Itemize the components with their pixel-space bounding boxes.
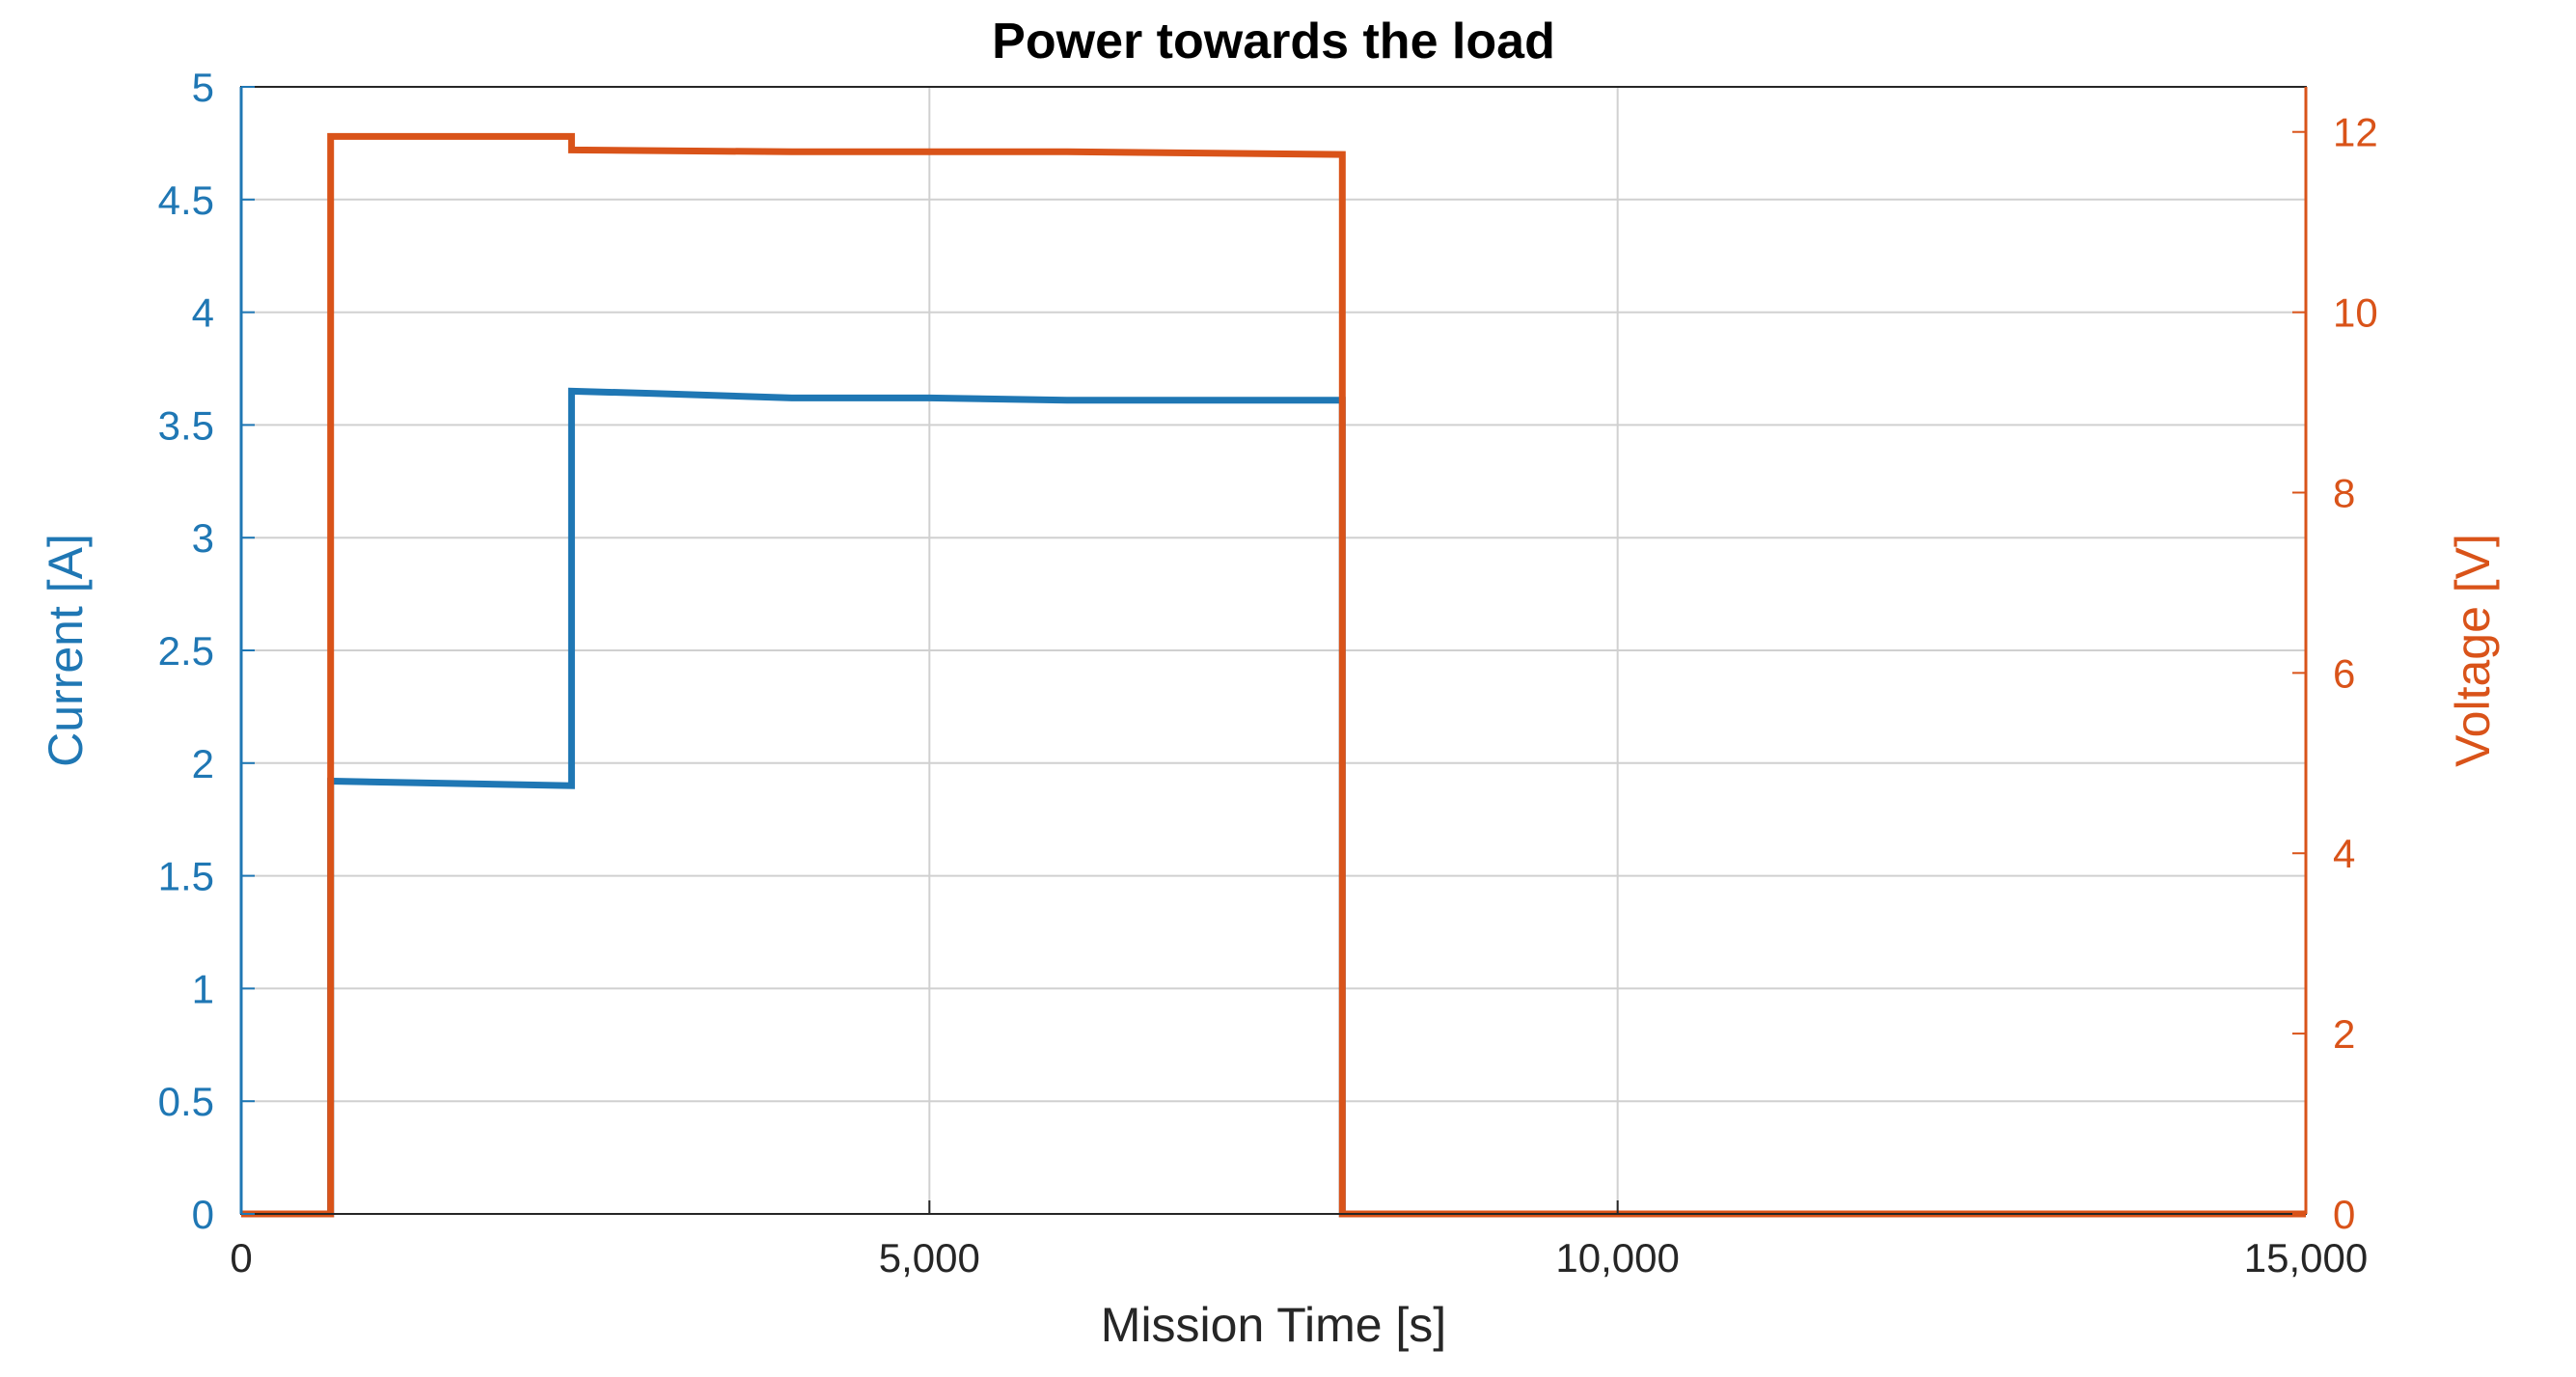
- y-left-tick-label: 4.5: [158, 178, 214, 223]
- y-right-tick-label: 4: [2333, 831, 2355, 876]
- y-axis-right-label: Voltage [V]: [2446, 534, 2500, 767]
- series-line-voltage: [241, 132, 2306, 1218]
- y-left-tick-label: 0: [192, 1192, 214, 1237]
- x-axis: 0 5,000 10,000 15,000: [230, 1200, 2368, 1281]
- y-left-tick-label: 1: [192, 966, 214, 1011]
- y-right-tick-label: 6: [2333, 650, 2355, 696]
- y-axis-left: 0 0.5 1 1.5 2 2.5 3 3.5 4 4.5 5: [158, 65, 255, 1237]
- x-axis-label: Mission Time [s]: [1101, 1298, 1446, 1352]
- y-left-tick-label: 2.5: [158, 628, 214, 674]
- grid-lines: [241, 87, 2306, 1214]
- y-axis-left-label: Current [A]: [39, 534, 93, 767]
- x-tick-label: 0: [230, 1235, 252, 1281]
- x-tick-label: 15,000: [2244, 1235, 2368, 1281]
- y-right-tick-label: 8: [2333, 470, 2355, 515]
- y-right-tick-label: 2: [2333, 1011, 2355, 1057]
- y-left-tick-label: 3: [192, 515, 214, 561]
- y-left-tick-label: 0.5: [158, 1079, 214, 1124]
- y-left-tick-label: 1.5: [158, 854, 214, 899]
- y-left-tick-label: 2: [192, 741, 214, 786]
- y-right-tick-label: 10: [2333, 290, 2378, 336]
- y-left-tick-label: 3.5: [158, 402, 214, 448]
- y-axis-right: 0 2 4 6 8 10 12: [2292, 87, 2378, 1237]
- y-left-tick-label: 5: [192, 65, 214, 110]
- x-tick-label: 5,000: [879, 1235, 980, 1281]
- series-layer: [241, 132, 2306, 1218]
- y-right-tick-label: 12: [2333, 110, 2378, 155]
- y-left-tick-label: 4: [192, 290, 214, 336]
- x-tick-label: 10,000: [1555, 1235, 1679, 1281]
- chart-title: Power towards the load: [992, 14, 1555, 69]
- y-right-tick-label: 0: [2333, 1192, 2355, 1237]
- series-line-current: [241, 387, 2306, 1218]
